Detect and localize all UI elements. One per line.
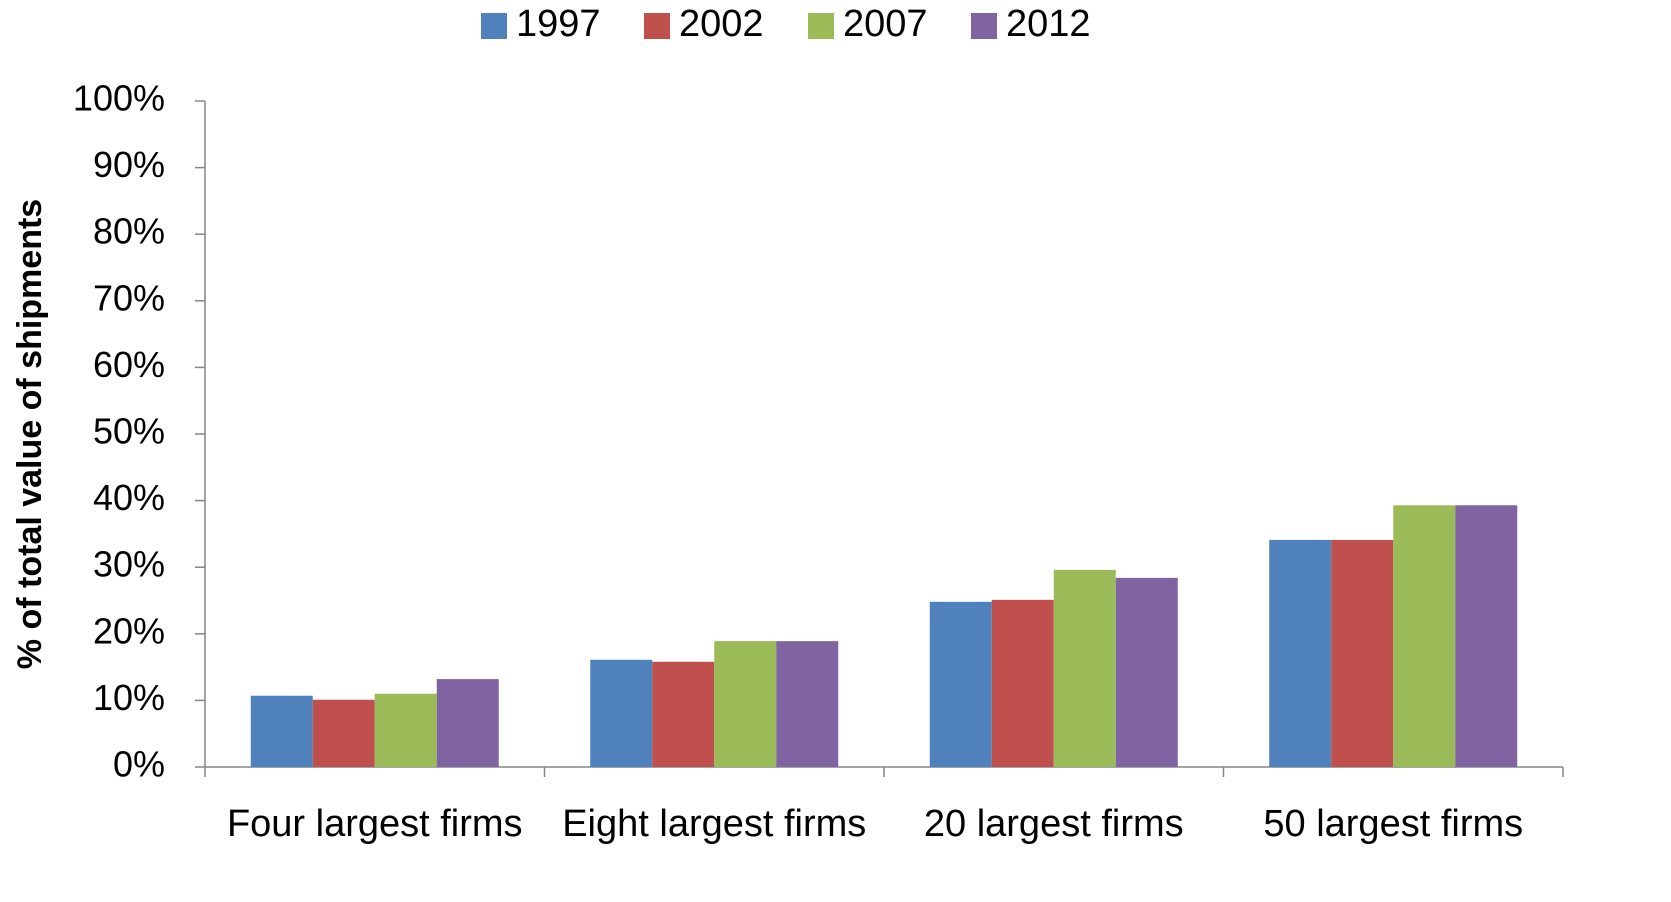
- y-tick-label: 50%: [93, 411, 165, 452]
- x-tick-label: 50 largest firms: [1263, 803, 1523, 845]
- bar: [1269, 539, 1332, 767]
- bar: [1455, 505, 1518, 767]
- bar: [1115, 577, 1178, 767]
- y-tick-label: 10%: [93, 677, 165, 718]
- legend-swatch: [481, 13, 507, 39]
- y-tick-label: 30%: [93, 544, 165, 585]
- y-tick-label: 90%: [93, 144, 165, 185]
- legend-swatch: [971, 13, 997, 39]
- x-tick-label: Eight largest firms: [562, 803, 866, 845]
- bar: [1331, 539, 1394, 767]
- bar: [1393, 505, 1456, 767]
- bar: [250, 695, 313, 767]
- y-tick-label: 100%: [73, 78, 165, 119]
- y-tick-label: 40%: [93, 477, 165, 518]
- y-tick-label: 70%: [93, 277, 165, 318]
- bar: [714, 641, 777, 767]
- bar: [374, 693, 437, 767]
- bar: [590, 659, 653, 767]
- bar: [652, 661, 715, 767]
- bar: [312, 699, 375, 767]
- legend-label: 2012: [1006, 3, 1091, 45]
- bar: [776, 641, 839, 767]
- y-axis-label: % of total value of shipments: [11, 199, 49, 669]
- legend-label: 1997: [516, 3, 601, 45]
- y-tick-label: 20%: [93, 610, 165, 651]
- y-tick-label: 0%: [113, 744, 165, 785]
- bar: [929, 601, 992, 767]
- legend-label: 2002: [679, 3, 764, 45]
- y-tick-label: 60%: [93, 344, 165, 385]
- bar: [436, 679, 499, 767]
- x-tick-label: 20 largest firms: [924, 803, 1184, 845]
- legend-swatch: [644, 13, 670, 39]
- legend-swatch: [808, 13, 834, 39]
- x-tick-label: Four largest firms: [227, 803, 523, 845]
- bar: [991, 599, 1054, 767]
- bar: [1053, 569, 1116, 767]
- legend-label: 2007: [843, 3, 928, 45]
- y-tick-label: 80%: [93, 211, 165, 252]
